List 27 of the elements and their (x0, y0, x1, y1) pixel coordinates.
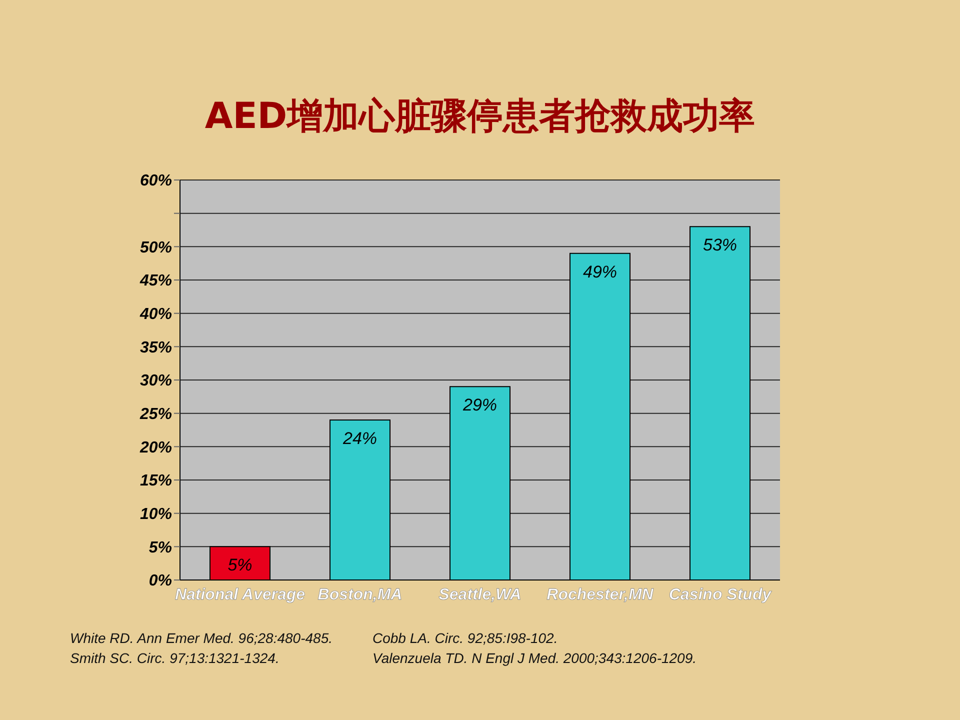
x-tick-label: Seattle,WA (438, 586, 522, 604)
y-tick-label: 40% (138, 306, 172, 324)
data-label: 29% (462, 396, 498, 415)
y-tick-label: 50% (140, 239, 172, 256)
y-tick-label: 15% (140, 472, 172, 490)
y-tick-label: 0% (148, 572, 172, 590)
y-tick-label: 60% (140, 172, 172, 190)
y-tick-label: 35% (140, 339, 172, 356)
y-tick-label: 5% (148, 539, 172, 556)
data-label: 49% (582, 262, 618, 282)
y-tick-label: 30% (140, 372, 172, 390)
y-tick-label: 20% (138, 439, 172, 456)
text: White RD. Ann Emer Med. 96;28:480-485. (70, 629, 332, 648)
data-label: 24% (342, 429, 378, 448)
data-label: 5% (228, 556, 252, 575)
x-tick-label: Casino Study (668, 586, 772, 604)
text: Valenzuela TD. N Engl J Med. 2000;343:1206-1209. (372, 649, 697, 668)
y-tick-label: 45% (138, 272, 172, 290)
text: Smith SC. Circ. 97;13:1321-1324. (70, 649, 280, 668)
y-tick-label: 10% (140, 506, 172, 524)
x-tick-label: Boston,MA (318, 586, 402, 604)
x-tick-label: National Average (174, 586, 306, 604)
data-label: 53% (702, 236, 738, 255)
chart-title: AED增加心脏骤停患者抢救成功率 (204, 95, 756, 139)
y-tick-label: 25% (138, 406, 172, 424)
text: Cobb LA. Circ. 92;85:I98-102. (372, 629, 559, 648)
x-tick-label: Rochester,MN (546, 586, 654, 604)
